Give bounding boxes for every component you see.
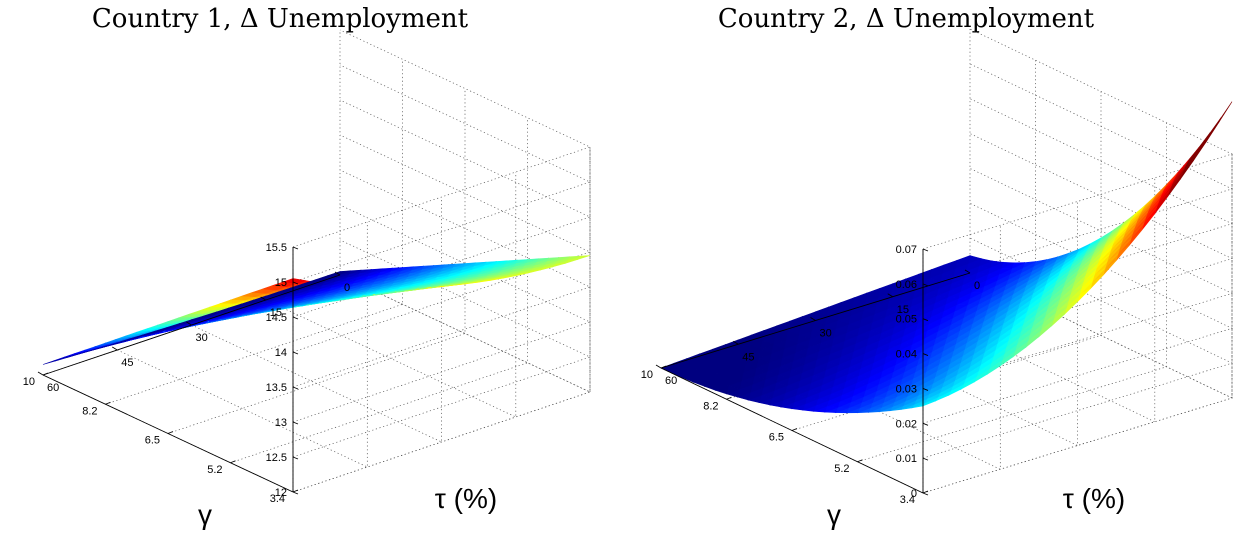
axes-grid (660, 28, 1233, 494)
z-tick-label: 0.01 (896, 453, 917, 465)
y-axis-label: τ (%) (435, 483, 497, 514)
gamma-tick-label: 6.5 (145, 435, 160, 447)
surface-facet-1146 (63, 353, 77, 358)
surface-facet-0 (1218, 101, 1233, 123)
z-tick-label: 12.5 (266, 452, 287, 464)
tau-tick-label: 15 (897, 304, 909, 316)
chart-country-1: Country 1, Δ Unemployment 12 12.5 13 13.5 14… (23, 4, 591, 530)
axes-ticks: 0 0.01 0.02 0.03 0.04 0.05 0.06 0.07 3.4 5.2 6.5 8.… (641, 244, 980, 506)
chart-title: Country 1, Δ Unemployment (92, 4, 469, 34)
axes-ticks: 1212.51313.51414.51515.53.45.26.58.21001… (23, 242, 350, 505)
surface-facet-8 (1197, 132, 1211, 151)
gamma-tick-label: 5.2 (207, 464, 222, 476)
z-tick-label: 0.07 (896, 244, 917, 256)
surface-facet-869 (209, 303, 223, 308)
tau-tick-label: 45 (742, 351, 754, 363)
surface-facet-7 (1193, 141, 1207, 161)
surface-facet-13 (1182, 155, 1196, 174)
z-tick-label: 14.5 (266, 312, 287, 324)
tau-tick-label: 45 (121, 357, 133, 369)
z-tick-label: 0.02 (896, 418, 917, 430)
x-axis-label: γ (198, 499, 212, 530)
surface-facet-1151 (42, 360, 56, 365)
z-tick-label: 0.05 (896, 314, 917, 326)
gamma-tick-label: 3.4 (900, 494, 915, 506)
surface-facet-1150 (53, 357, 66, 362)
tau-tick-label: 15 (270, 307, 282, 319)
gamma-tick-label: 8.2 (82, 405, 97, 417)
z-tick-label: 0 (911, 488, 917, 500)
tau-tick-label: 0 (344, 282, 350, 294)
z-tick-label: 0.06 (896, 279, 917, 291)
chart-title: Country 2, Δ Unemployment (718, 4, 1095, 34)
x-axis-label: γ (827, 499, 841, 530)
gamma-tick-label: 3.4 (270, 493, 285, 505)
surface-facet-15 (1184, 150, 1198, 169)
tau-tick-label: 0 (974, 280, 980, 292)
tau-tick-label: 30 (820, 328, 832, 340)
gamma-tick-label: 8.2 (703, 400, 718, 412)
y-axis-label: τ (%) (1063, 483, 1125, 514)
surface-plot (42, 255, 591, 365)
z-tick-label: 13 (275, 417, 287, 429)
surface-facet-934 (188, 310, 202, 315)
tau-tick-label: 30 (196, 332, 208, 344)
z-tick-label: 14 (275, 347, 287, 359)
z-tick-label: 12 (275, 487, 287, 499)
tau-tick-label: 60 (47, 382, 59, 394)
gamma-tick-label: 6.5 (769, 432, 784, 444)
chart-country-2: Country 2, Δ Unemployment 00.010.020.030… (641, 4, 1233, 530)
gamma-tick-label: 10 (23, 376, 35, 388)
z-tick-label: 0.04 (896, 349, 917, 361)
tau-tick-label: 60 (665, 375, 677, 387)
z-tick-label: 15.5 (266, 242, 287, 254)
gamma-tick-label: 10 (641, 369, 653, 381)
z-tick-label: 0.03 (896, 383, 917, 395)
z-tick-label: 13.5 (266, 382, 287, 394)
z-tick-label: 15 (275, 277, 287, 289)
surface-facet-3 (1206, 121, 1220, 142)
surface-plot (660, 101, 1233, 414)
surface-facet-896 (199, 306, 213, 312)
gamma-tick-label: 5.2 (834, 463, 849, 475)
